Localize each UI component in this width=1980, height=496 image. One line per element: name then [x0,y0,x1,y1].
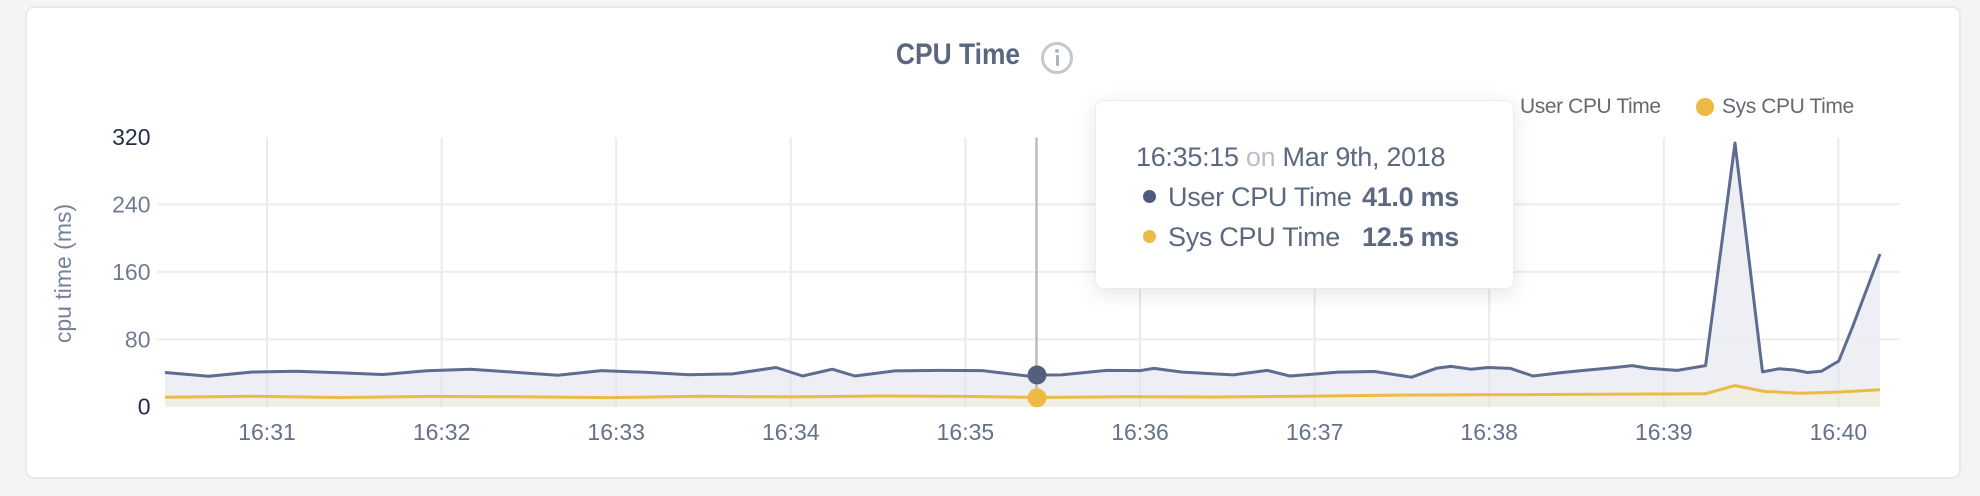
svg-text:16:37: 16:37 [1286,419,1344,445]
svg-text:240: 240 [112,191,150,217]
svg-text:16:38: 16:38 [1460,419,1518,445]
svg-text:0: 0 [138,394,151,420]
svg-text:16:39: 16:39 [1635,419,1693,445]
svg-text:80: 80 [125,326,151,352]
svg-text:16:32: 16:32 [413,419,471,445]
svg-text:16:31: 16:31 [238,419,296,445]
svg-text:16:34: 16:34 [762,419,820,445]
svg-text:320: 320 [112,124,150,150]
svg-text:16:40: 16:40 [1810,419,1868,445]
svg-text:16:36: 16:36 [1111,419,1169,445]
svg-text:cpu time (ms): cpu time (ms) [50,204,76,343]
svg-text:160: 160 [112,259,150,285]
svg-text:16:35: 16:35 [937,419,995,445]
svg-text:16:33: 16:33 [587,419,645,445]
